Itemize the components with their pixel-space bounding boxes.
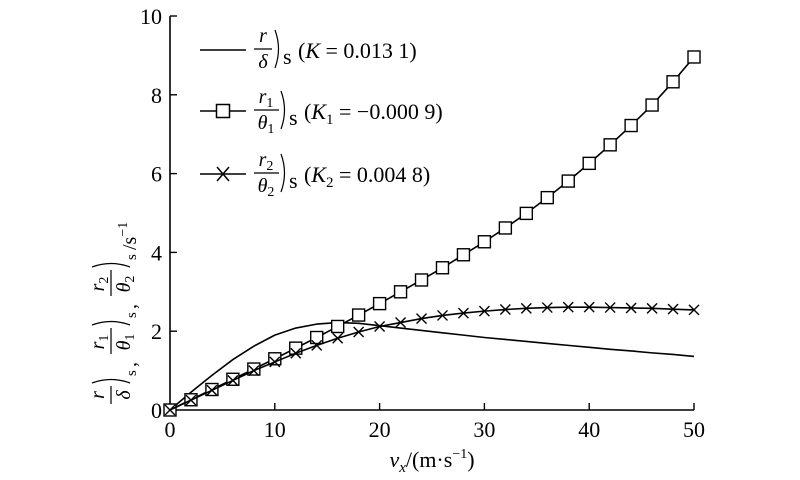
point-r2_theta2-9 [353, 326, 365, 338]
point-r2_theta2-19 [562, 301, 574, 313]
y-tick-label-2: 4 [151, 240, 162, 265]
point-r1_theta1-9 [351, 308, 366, 322]
point-r1_theta1-15 [477, 235, 492, 249]
svg-text:s: s [124, 312, 140, 318]
point-r2_theta2-1 [185, 394, 197, 406]
point-r2_theta2-17 [520, 302, 532, 314]
y-tick-label-0: 0 [151, 398, 162, 423]
svg-text:,: , [119, 304, 141, 309]
point-r1_theta1-24 [666, 75, 680, 89]
svg-text:r2: r2 [87, 277, 112, 292]
svg-text:(K2 = 0.004 8): (K2 = 0.004 8) [304, 162, 430, 191]
svg-text:r: r [87, 391, 109, 399]
svg-text:δ: δ [258, 51, 268, 73]
point-r1_theta1-11 [393, 285, 408, 299]
svg-text:s: s [289, 168, 298, 193]
svg-text:r1: r1 [87, 335, 112, 350]
point-r1_theta1-17 [519, 206, 534, 221]
svg-text:r2: r2 [259, 149, 274, 174]
legend-square-marker [215, 103, 231, 119]
x-tick-label-4: 40 [578, 417, 600, 442]
point-r2_theta2-15 [478, 305, 490, 317]
point-r2_theta2-24 [667, 303, 679, 315]
legend-entry-r2-theta2: r2 θ2 s (K2 = 0.004 8) [200, 149, 430, 200]
point-r2_theta2-21 [604, 302, 616, 314]
y-tick-label-1: 2 [151, 319, 162, 344]
point-r2_theta2-4 [248, 365, 260, 377]
series-layer [163, 50, 701, 417]
point-r2_theta2-8 [332, 332, 344, 344]
svg-text:/s−1: /s−1 [116, 222, 141, 250]
svg-text:θ1: θ1 [258, 112, 275, 137]
x-tick-label-2: 20 [369, 417, 391, 442]
svg-text:s: s [124, 254, 140, 260]
x-tick-label-3: 30 [473, 417, 495, 442]
point-r1_theta1-19 [561, 174, 575, 188]
point-r2_theta2-22 [625, 302, 637, 314]
y-tick-label-4: 8 [151, 83, 162, 108]
point-r1_theta1-20 [582, 156, 596, 171]
point-r1_theta1-10 [372, 296, 387, 311]
svg-text:θ2: θ2 [258, 175, 275, 200]
legend-entry-r1-theta1: r1 θ1 s (K1 = −0.000 9) [200, 86, 443, 137]
point-r2_theta2-20 [583, 301, 595, 313]
point-r2_theta2-7 [311, 339, 323, 351]
svg-text:(K1 = −0.000 9): (K1 = −0.000 9) [304, 99, 443, 128]
point-r1_theta1-18 [540, 190, 554, 205]
y-tick-label-3: 6 [151, 162, 162, 187]
legend-entry-r-delta: r δ s (K = 0.013 1) [200, 25, 417, 73]
point-r2_theta2-12 [416, 313, 428, 325]
point-r1_theta1-22 [624, 118, 638, 133]
svg-text:θ1: θ1 [113, 334, 138, 351]
point-r2_theta2-5 [269, 356, 281, 368]
svg-text:θ2: θ2 [113, 276, 138, 293]
x-tick-label-5: 50 [683, 417, 705, 442]
point-r2_theta2-11 [395, 317, 407, 329]
svg-text:s: s [283, 44, 292, 69]
point-r2_theta2-2 [206, 384, 218, 396]
point-r2_theta2-18 [541, 302, 553, 314]
point-r2_theta2-13 [436, 309, 448, 321]
series-line-r_delta [169, 321, 695, 411]
point-r1_theta1-14 [456, 248, 471, 262]
point-r2_theta2-10 [374, 320, 386, 332]
x-axis-label: vx/(m·s−1) [389, 447, 474, 476]
point-r1_theta1-8 [330, 319, 345, 334]
point-r2_theta2-23 [646, 302, 658, 314]
point-r2_theta2-0 [164, 404, 176, 416]
x-tick-label-1: 10 [264, 417, 286, 442]
point-r2_theta2-3 [227, 374, 239, 386]
point-r1_theta1-7 [310, 330, 324, 345]
point-r1_theta1-16 [498, 221, 513, 235]
svg-text:s: s [289, 105, 298, 130]
point-r1_theta1-21 [603, 138, 617, 152]
x-tick-label-0: 0 [165, 417, 176, 442]
svg-text:r1: r1 [259, 86, 274, 111]
point-r1_theta1-23 [645, 98, 659, 112]
svg-text:s: s [124, 370, 140, 376]
point-r2_theta2-14 [457, 307, 469, 319]
series-line-r2_theta2 [169, 306, 695, 411]
point-r1_theta1-25 [687, 50, 701, 64]
svg-text:,: , [119, 362, 141, 367]
point-r1_theta1-12 [414, 273, 429, 287]
point-r2_theta2-16 [499, 304, 511, 316]
point-r2_theta2-25 [688, 304, 700, 316]
axis-ticks: 0 10 20 30 40 50 0 2 4 6 8 10 [140, 4, 705, 442]
svg-text:r: r [259, 25, 267, 47]
point-r1_theta1-13 [435, 261, 450, 275]
legend: r δ s (K = 0.013 1) r1 θ1 s (K1 = −0.000… [200, 25, 443, 200]
legend-cross-marker [216, 166, 230, 182]
svg-text:(K = 0.013 1): (K = 0.013 1) [298, 38, 417, 63]
svg-text:δ: δ [113, 390, 135, 400]
y-tick-label-5: 10 [140, 4, 162, 29]
point-r2_theta2-6 [290, 347, 302, 359]
y-axis-label: r δ s , r1 θ1 s , r2 θ2 s /s−1 [87, 222, 141, 404]
